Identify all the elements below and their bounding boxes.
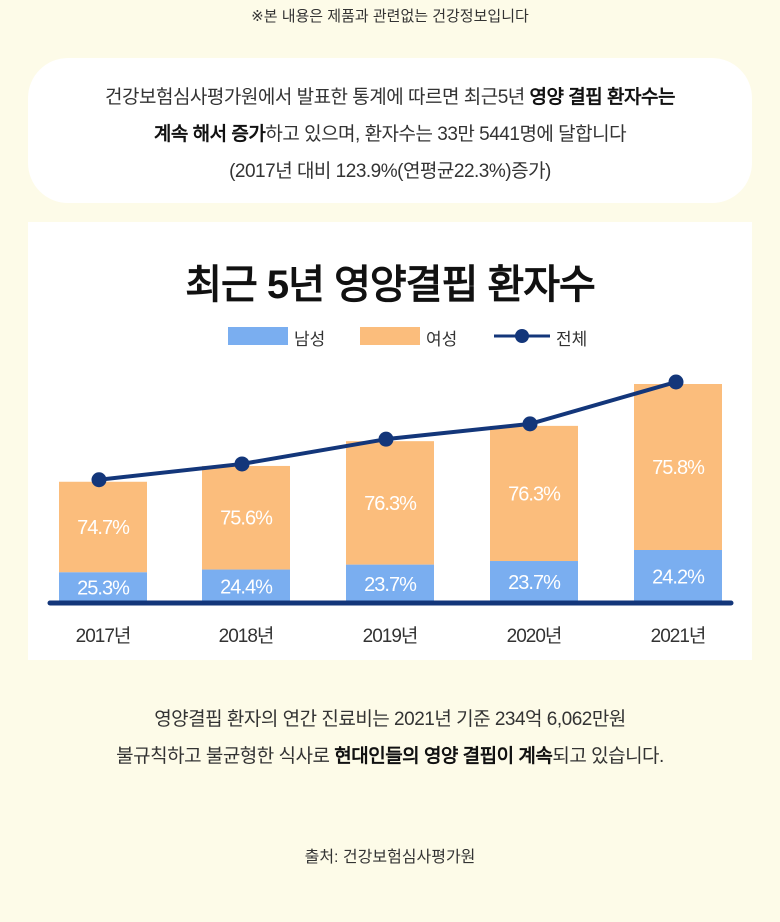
data-label-male: 23.7% — [508, 572, 561, 594]
total-point — [234, 456, 250, 472]
emphasis-text: 현대인들의 영양 결핍이 계속 — [334, 746, 553, 767]
intro-line-3: (2017년 대비 123.9%(연평균22.3%)증가) — [28, 156, 752, 183]
x-tick-label: 2017년 — [76, 625, 131, 647]
x-tick-label: 2020년 — [507, 625, 562, 647]
legend-label-female: 여성 — [426, 330, 458, 349]
disclaimer-text: ※본 내용은 제품과 관련없는 건강정보입니다 — [251, 8, 529, 25]
data-label-female: 74.7% — [77, 517, 130, 539]
bar-female — [202, 465, 290, 570]
legend-swatch-total — [494, 329, 550, 343]
bar-male — [490, 561, 578, 603]
data-label-female: 76.3% — [508, 483, 561, 505]
total-point — [378, 431, 394, 447]
total-point — [91, 472, 107, 488]
source-text: 출처: 건강보험심사평가원 — [304, 849, 476, 866]
data-label-female: 76.3% — [364, 493, 417, 515]
intro-line-1: 건강보험심사평가원에서 발표한 통계에 따르면 최근5년 영양 결핍 환자수는 — [28, 82, 752, 109]
bar-male — [346, 564, 434, 603]
data-label-male: 23.7% — [364, 574, 417, 596]
intro-box: 건강보험심사평가원에서 발표한 통계에 따르면 최근5년 영양 결핍 환자수는 … — [28, 58, 752, 203]
data-label-female: 75.6% — [220, 508, 273, 530]
emphasis-text: 영양 결핍 환자수는 — [529, 87, 676, 108]
chart-title: 최근 5년 영양결핍 환자수 — [185, 263, 596, 307]
text-segment: (2017년 대비 123.9%(연평균22.3%)증가) — [229, 161, 551, 182]
text-segment: 불규칙하고 불균형한 식사로 — [116, 746, 335, 767]
legend-label-male: 남성 — [294, 330, 326, 349]
x-tick-label: 2019년 — [363, 625, 418, 647]
text-segment: 하고 있으며, 환자수는 33만 5441명에 달합니다 — [265, 124, 627, 145]
legend-swatch-female — [360, 327, 420, 345]
bottom-line-2: 불규칙하고 불균형한 식사로 현대인들의 영양 결핍이 계속되고 있습니다. — [0, 741, 780, 768]
emphasis-text: 계속 해서 증가 — [153, 124, 266, 145]
x-tick-label: 2018년 — [219, 625, 274, 647]
bar-male — [634, 550, 722, 603]
text-segment: 되고 있습니다. — [552, 746, 664, 767]
bar-female — [346, 441, 434, 565]
x-tick-label: 2021년 — [651, 625, 706, 647]
bottom-line-1: 영양결핍 환자의 연간 진료비는 2021년 기준 234억 6,062만원 — [0, 704, 780, 731]
total-point — [668, 374, 684, 390]
text-segment: 영양결핍 환자의 연간 진료비는 2021년 기준 234억 6,062만원 — [154, 709, 626, 730]
legend-swatch-male — [228, 327, 288, 345]
bar-female — [634, 384, 722, 551]
data-label-male: 25.3% — [77, 578, 130, 600]
bar-male — [59, 572, 147, 603]
intro-line-2: 계속 해서 증가하고 있으며, 환자수는 33만 5441명에 달합니다 — [28, 119, 752, 146]
total-point — [522, 416, 538, 432]
legend-label-total: 전체 — [556, 330, 588, 349]
bar-male — [202, 569, 290, 603]
bar-female — [59, 481, 147, 573]
bar-female — [490, 425, 578, 562]
data-label-male: 24.4% — [220, 576, 273, 598]
text-segment: 건강보험심사평가원에서 발표한 통계에 따르면 최근5년 — [105, 87, 530, 108]
data-label-male: 24.2% — [652, 567, 705, 589]
data-label-female: 75.8% — [652, 457, 705, 479]
